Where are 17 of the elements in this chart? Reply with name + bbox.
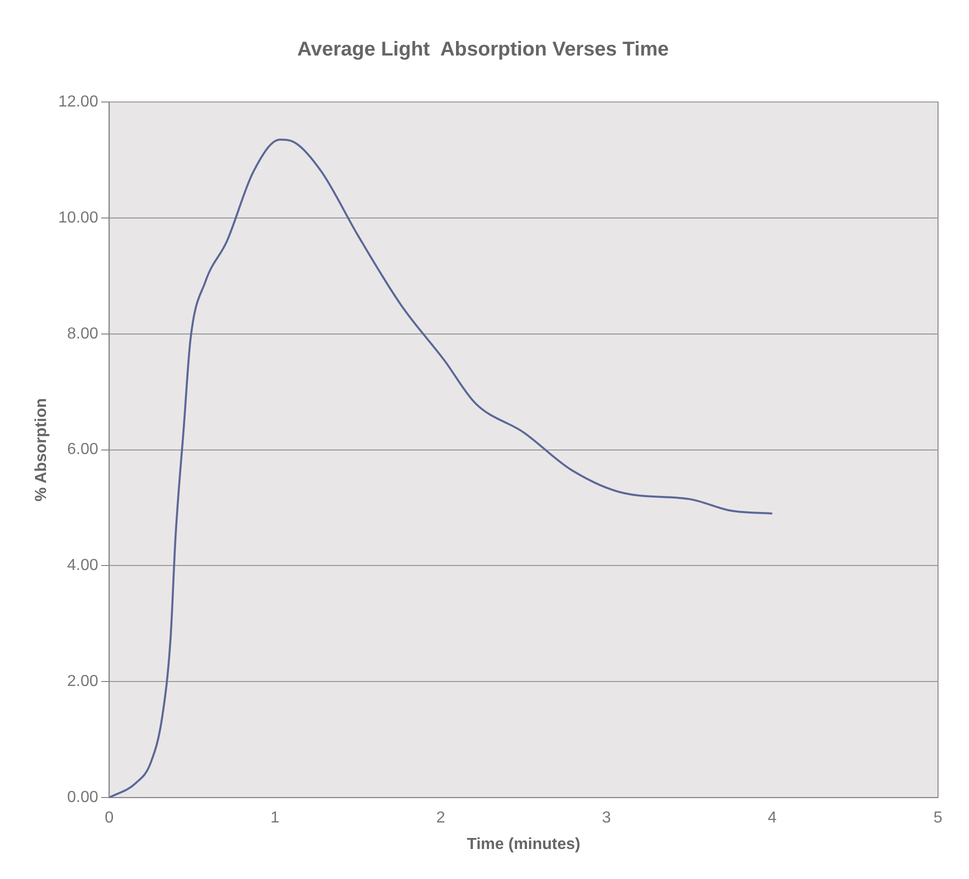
x-tick-label: 0	[104, 810, 114, 827]
y-tick-label: 4.00	[67, 557, 98, 574]
y-tick-label: 6.00	[67, 441, 98, 458]
x-tick-label: 1	[270, 810, 280, 827]
y-tick-label: 2.00	[67, 673, 98, 690]
chart-title: Average Light Absorption Verses Time	[297, 38, 669, 61]
y-axis-title: % Absorption	[33, 398, 50, 502]
x-tick-label: 3	[602, 810, 612, 827]
x-axis-title: Time (minutes)	[466, 836, 580, 853]
x-tick-label: 5	[934, 810, 943, 827]
x-tick-label: 2	[436, 810, 446, 827]
y-tick-label: 12.00	[58, 93, 98, 110]
y-tick-label: 8.00	[67, 325, 98, 342]
x-tick-label: 4	[768, 810, 777, 827]
y-tick-label: 0.00	[67, 789, 98, 806]
y-tick-label: 10.00	[58, 209, 98, 226]
line-series	[109, 138, 774, 798]
